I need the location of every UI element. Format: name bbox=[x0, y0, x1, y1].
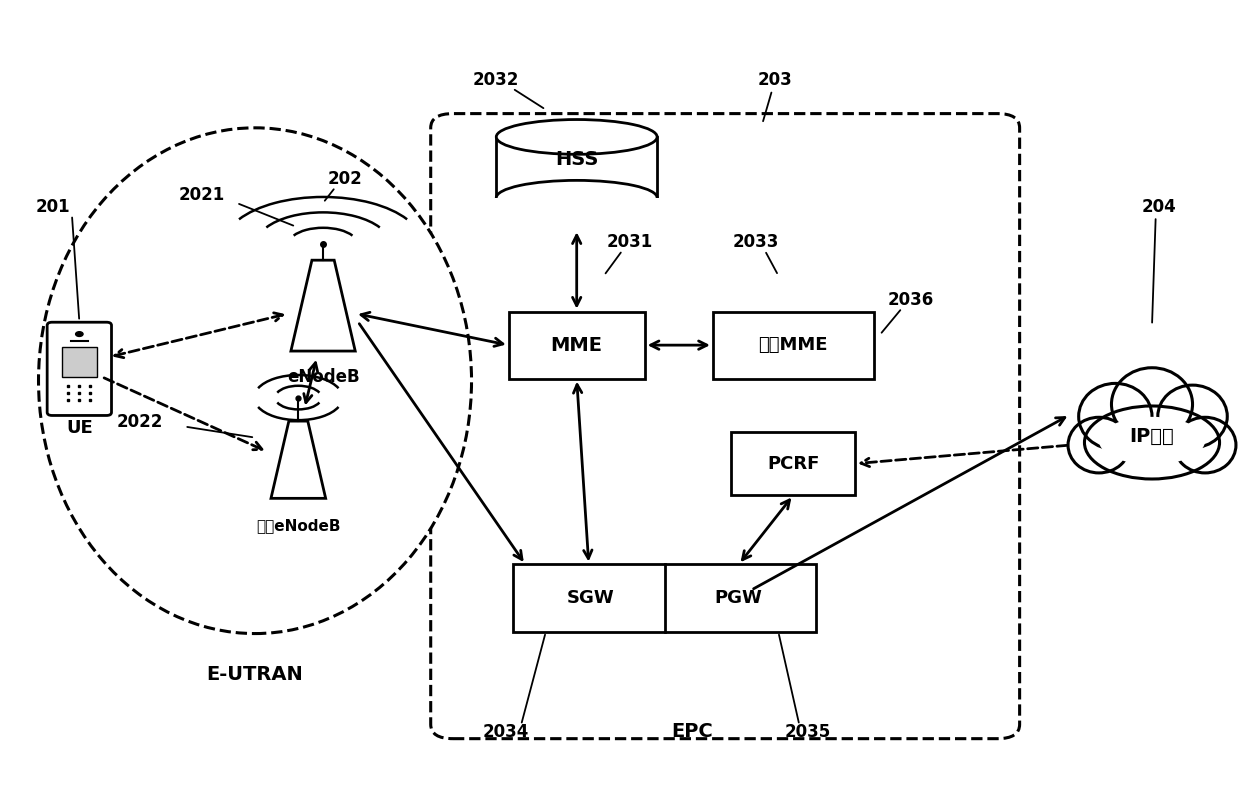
Text: MME: MME bbox=[551, 335, 603, 354]
Text: 其它MME: 其它MME bbox=[759, 336, 828, 354]
Text: 2031: 2031 bbox=[606, 233, 653, 251]
Text: UE: UE bbox=[66, 419, 93, 437]
Text: E-UTRAN: E-UTRAN bbox=[207, 665, 304, 684]
FancyBboxPatch shape bbox=[513, 565, 816, 631]
Polygon shape bbox=[272, 421, 326, 498]
Ellipse shape bbox=[496, 120, 657, 155]
Circle shape bbox=[76, 331, 83, 336]
Ellipse shape bbox=[1068, 417, 1130, 473]
Text: HSS: HSS bbox=[556, 150, 599, 169]
Text: 203: 203 bbox=[758, 71, 792, 90]
Text: eNodeB: eNodeB bbox=[286, 368, 360, 385]
Polygon shape bbox=[291, 260, 355, 351]
Ellipse shape bbox=[1085, 406, 1220, 479]
FancyBboxPatch shape bbox=[732, 432, 856, 496]
Ellipse shape bbox=[1158, 385, 1228, 448]
Text: 其它eNodeB: 其它eNodeB bbox=[257, 518, 341, 533]
Text: 2032: 2032 bbox=[474, 71, 520, 90]
FancyBboxPatch shape bbox=[508, 312, 645, 379]
Text: 2033: 2033 bbox=[733, 233, 779, 251]
Text: 2036: 2036 bbox=[888, 291, 934, 309]
Text: SGW: SGW bbox=[567, 589, 614, 607]
Ellipse shape bbox=[496, 180, 657, 215]
FancyBboxPatch shape bbox=[713, 312, 874, 379]
FancyBboxPatch shape bbox=[62, 347, 97, 377]
Text: 2034: 2034 bbox=[484, 723, 529, 741]
Text: 2022: 2022 bbox=[117, 413, 164, 431]
Ellipse shape bbox=[1079, 383, 1152, 450]
Text: PCRF: PCRF bbox=[768, 454, 820, 473]
Text: 204: 204 bbox=[1142, 197, 1177, 216]
Ellipse shape bbox=[38, 128, 471, 634]
FancyBboxPatch shape bbox=[430, 113, 1019, 738]
Text: 2035: 2035 bbox=[785, 723, 831, 741]
Text: EPC: EPC bbox=[671, 722, 713, 741]
Ellipse shape bbox=[1111, 368, 1193, 441]
Text: 202: 202 bbox=[327, 170, 363, 188]
Text: PGW: PGW bbox=[714, 589, 763, 607]
Ellipse shape bbox=[1174, 417, 1236, 473]
Text: 2021: 2021 bbox=[179, 186, 224, 204]
FancyBboxPatch shape bbox=[496, 137, 657, 197]
Text: IP业务: IP业务 bbox=[1130, 427, 1174, 446]
FancyBboxPatch shape bbox=[490, 197, 663, 219]
FancyBboxPatch shape bbox=[47, 322, 112, 416]
Ellipse shape bbox=[1099, 417, 1205, 465]
Text: 201: 201 bbox=[36, 197, 71, 216]
